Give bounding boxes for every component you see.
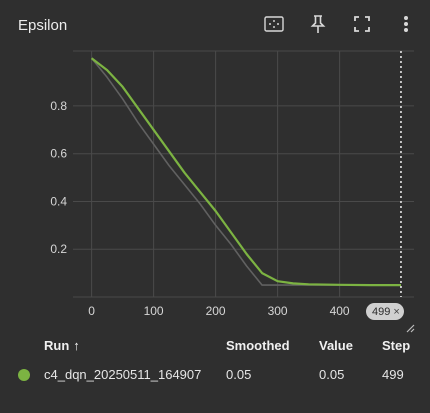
- step-cell: 499: [382, 366, 404, 382]
- resize-handle-icon[interactable]: [405, 320, 415, 333]
- sort-arrow-icon[interactable]: ↑: [73, 338, 80, 353]
- card-title: Epsilon: [18, 17, 68, 34]
- runs-table: Run ↑ Smoothed Value Step c4_dqn_20250511…: [18, 336, 422, 385]
- y-tick-label: 0.4: [50, 194, 67, 208]
- run-name-cell: c4_dqn_20250511_164907: [44, 366, 202, 382]
- step-column-header[interactable]: Step: [382, 338, 411, 353]
- y-tick-label: 0.2: [50, 242, 67, 256]
- smoothed-value-cell: 0.05: [226, 366, 252, 382]
- hover-step-badge[interactable]: 499 ×: [366, 303, 404, 320]
- value-cell: 0.05: [319, 366, 345, 382]
- table-header-row: Run ↑ Smoothed Value Step: [18, 336, 422, 363]
- smoothed-series-line: [90, 57, 401, 287]
- run-column-header[interactable]: Run ↑: [44, 336, 226, 363]
- run-header-label: Run: [44, 338, 70, 353]
- x-tick-label: 400: [330, 304, 350, 318]
- close-icon[interactable]: ×: [393, 305, 400, 318]
- run-color-cell: [18, 363, 44, 385]
- pin-icon[interactable]: [307, 13, 329, 35]
- value-column-header[interactable]: Value: [319, 338, 353, 353]
- y-tick-label: 0.6: [50, 147, 67, 161]
- chart-area[interactable]: 0 100 200 300 400 0.2 0.4 0.6 0.8: [0, 40, 430, 330]
- fullscreen-icon[interactable]: [351, 13, 373, 35]
- more-vert-icon[interactable]: [395, 13, 417, 35]
- smoothed-column-header[interactable]: Smoothed: [226, 338, 290, 353]
- fit-domain-icon[interactable]: [263, 13, 285, 35]
- x-tick-label: 0: [88, 304, 95, 318]
- x-tick-label: 100: [144, 304, 164, 318]
- hover-step-label: 499: [372, 305, 391, 318]
- raw-series-line: [90, 57, 401, 286]
- y-tick-label: 0.8: [50, 99, 67, 113]
- table-row: c4_dqn_20250511_164907 0.05 0.05 499: [18, 363, 422, 385]
- x-tick-label: 300: [268, 304, 288, 318]
- epsilon-chart[interactable]: 0 100 200 300 400 0.2 0.4 0.6 0.8: [0, 40, 430, 330]
- run-color-dot-icon: [18, 369, 30, 382]
- color-column-header: [18, 336, 44, 363]
- x-tick-label: 200: [206, 304, 226, 318]
